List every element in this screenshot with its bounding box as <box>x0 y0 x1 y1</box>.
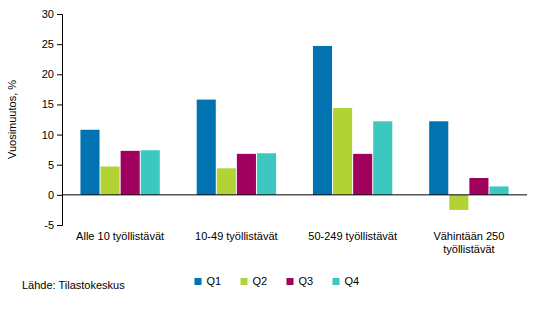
bar <box>469 178 488 195</box>
bars <box>80 46 508 210</box>
y-tick-mark <box>57 165 62 166</box>
legend-swatch <box>195 278 202 285</box>
bar <box>237 154 256 195</box>
bar <box>313 46 332 195</box>
y-tick-label: 5 <box>48 159 54 171</box>
x-tick-label: 50-249 työllistävät <box>308 230 397 242</box>
bar <box>489 186 508 194</box>
x-tick-label: Vähintään 250työllistävät <box>433 230 504 255</box>
y-tick-mark <box>57 135 62 136</box>
legend: Q1 Q2 Q3 Q4 <box>195 275 360 287</box>
y-tick-mark <box>57 74 62 75</box>
bar <box>257 153 276 195</box>
y-tick-mark <box>57 44 62 45</box>
zero-line <box>62 194 527 195</box>
y-tick-label: 20 <box>42 68 54 80</box>
y-axis-title: Vuosimuutos, % <box>6 80 18 159</box>
legend-label: Q1 <box>207 275 222 287</box>
x-tick: 50-249 työllistävät <box>308 225 397 242</box>
source: Lähde: Tilastokeskus <box>22 279 125 291</box>
x-axis: Alle 10 työllistävät 10-49 työllistävät 50… <box>76 225 504 255</box>
bar <box>121 151 140 195</box>
x-tick: 10-49 työllistävät <box>195 225 278 242</box>
bar <box>101 167 120 195</box>
bar <box>197 100 216 195</box>
bar <box>141 150 160 195</box>
bar <box>429 121 448 195</box>
bar <box>333 108 352 195</box>
legend-swatch <box>333 278 340 285</box>
bar <box>217 168 236 195</box>
legend-label: Q4 <box>345 275 360 287</box>
x-tick-label: 10-49 työllistävät <box>195 230 278 242</box>
legend-swatch <box>241 278 248 285</box>
y-tick: -5 <box>44 219 62 231</box>
y-tick-label: 15 <box>42 98 54 110</box>
x-tick: Alle 10 työllistävät <box>76 225 164 242</box>
y-tick-mark <box>57 14 62 15</box>
y-axis: -5 0 5 10 15 20 25 30 <box>42 8 63 231</box>
x-tick: Vähintään 250työllistävät <box>433 225 504 255</box>
bar <box>449 195 468 210</box>
y-tick-label: -5 <box>44 219 54 231</box>
y-tick-label: 25 <box>42 38 54 50</box>
y-axis-line <box>57 15 63 226</box>
y-tick: 25 <box>42 38 62 50</box>
y-tick: 15 <box>42 98 62 110</box>
y-tick: 30 <box>42 8 62 20</box>
legend-swatch <box>287 278 294 285</box>
y-tick-mark <box>57 225 62 226</box>
bar <box>373 121 392 195</box>
legend-label: Q2 <box>253 275 268 287</box>
bar <box>80 130 99 195</box>
bar <box>353 154 372 195</box>
y-tick-mark <box>57 195 62 196</box>
y-tick-label: 30 <box>42 8 54 20</box>
x-tick-label: Alle 10 työllistävät <box>76 230 164 242</box>
y-tick-mark <box>57 104 62 105</box>
legend-label: Q3 <box>299 275 314 287</box>
legend-item: Q3 <box>287 275 314 287</box>
legend-item: Q1 <box>195 275 222 287</box>
y-tick: 0 <box>48 189 62 201</box>
y-tick-label: 10 <box>42 129 54 141</box>
y-tick-label: 0 <box>48 189 54 201</box>
y-tick: 10 <box>42 129 62 141</box>
chart: -5 0 5 10 15 20 25 30 Vuosimuutos, % Alle 10 työl… <box>0 0 533 312</box>
y-tick: 5 <box>48 159 62 171</box>
legend-item: Q2 <box>241 275 268 287</box>
y-tick: 20 <box>42 68 62 80</box>
legend-item: Q4 <box>333 275 360 287</box>
